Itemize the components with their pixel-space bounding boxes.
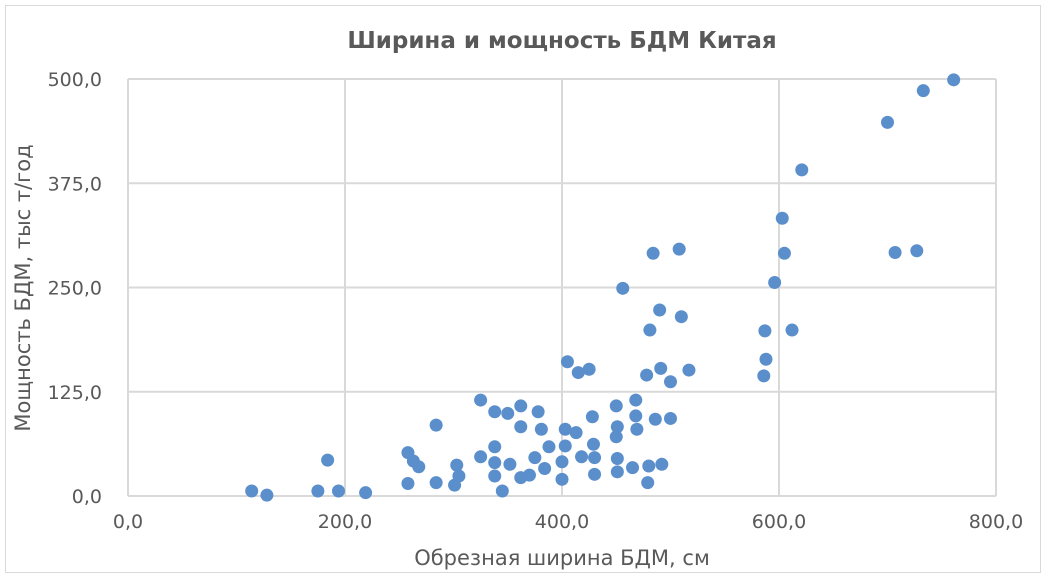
data-point <box>586 437 600 451</box>
data-point <box>495 484 509 498</box>
data-point <box>588 451 602 465</box>
data-point <box>768 275 782 289</box>
data-point <box>488 456 502 470</box>
data-point <box>648 412 662 426</box>
y-tick-label: 500,0 <box>48 69 102 91</box>
data-point <box>401 476 415 490</box>
data-point <box>610 465 624 479</box>
data-point <box>569 426 583 440</box>
data-point <box>654 361 668 375</box>
data-point <box>534 422 548 436</box>
data-point <box>503 457 517 471</box>
y-tick-label: 375,0 <box>48 173 102 195</box>
data-point <box>910 244 924 258</box>
data-point <box>609 430 623 444</box>
data-point <box>488 469 502 483</box>
x-tick-label: 800,0 <box>969 511 1023 533</box>
data-point <box>888 245 902 259</box>
data-point <box>588 467 602 481</box>
data-point <box>429 418 443 432</box>
data-point <box>642 459 656 473</box>
data-point <box>616 281 630 295</box>
data-point <box>474 393 488 407</box>
gridlines <box>127 78 997 497</box>
data-point <box>558 439 572 453</box>
data-point <box>916 84 930 98</box>
data-point <box>429 476 443 490</box>
data-point <box>558 422 572 436</box>
x-tick-label: 400,0 <box>535 511 589 533</box>
data-point <box>682 363 696 377</box>
data-point <box>412 460 426 474</box>
data-point <box>260 488 274 502</box>
x-axis-ticks: 0,0 200,0 400,0 600,0 800,0 <box>113 511 1023 533</box>
data-point <box>359 486 373 500</box>
y-tick-label: 250,0 <box>48 278 102 300</box>
chart-title: Ширина и мощность БДМ Китая <box>347 28 776 54</box>
x-axis-title: Обрезная ширина БДМ, см <box>414 546 710 570</box>
data-point <box>452 469 466 483</box>
data-point <box>653 303 667 317</box>
data-point <box>501 406 515 420</box>
data-point <box>609 399 623 413</box>
data-point <box>555 455 569 469</box>
data-point <box>450 458 464 472</box>
x-tick-label: 200,0 <box>318 511 372 533</box>
data-point <box>643 323 657 337</box>
data-point <box>610 451 624 465</box>
data-point <box>947 73 961 87</box>
data-point <box>514 399 528 413</box>
data-point <box>582 362 596 376</box>
data-point <box>555 472 569 486</box>
y-tick-label: 125,0 <box>48 382 102 404</box>
data-point <box>522 468 536 482</box>
data-points <box>245 73 961 502</box>
data-point <box>571 366 585 380</box>
y-axis-title: Мощность БДМ, тыс т/год <box>11 144 35 431</box>
data-point <box>777 246 791 260</box>
data-point <box>514 420 528 434</box>
data-point <box>672 242 686 256</box>
y-tick-label: 0,0 <box>72 486 102 508</box>
data-point <box>664 411 677 425</box>
data-point <box>674 310 688 324</box>
data-point <box>626 461 640 475</box>
data-point <box>795 163 809 177</box>
data-point <box>785 323 799 337</box>
data-point <box>585 410 599 424</box>
data-point <box>610 420 624 434</box>
data-point <box>538 461 552 475</box>
data-point <box>575 450 589 464</box>
data-point <box>759 352 773 366</box>
x-tick-label: 600,0 <box>752 511 806 533</box>
y-axis-ticks: 0,0 125,0 250,0 375,0 500,0 <box>48 69 102 508</box>
data-point <box>488 405 502 419</box>
data-point <box>528 451 542 465</box>
data-point <box>321 453 335 467</box>
data-point <box>531 405 545 419</box>
data-point <box>629 393 643 407</box>
data-point <box>640 368 654 382</box>
data-point <box>311 484 325 498</box>
data-point <box>245 484 259 498</box>
data-point <box>629 409 643 423</box>
data-point <box>560 355 574 369</box>
data-point <box>775 211 789 225</box>
data-point <box>641 476 655 490</box>
data-point <box>664 375 677 389</box>
data-point <box>630 422 644 436</box>
x-tick-label: 0,0 <box>113 511 143 533</box>
data-point <box>757 369 771 383</box>
data-point <box>758 324 772 338</box>
data-point <box>646 246 660 260</box>
data-point <box>474 450 488 464</box>
data-point <box>881 115 894 129</box>
data-point <box>488 440 502 454</box>
data-point <box>331 484 345 498</box>
data-point <box>542 440 556 454</box>
data-point <box>655 457 669 471</box>
